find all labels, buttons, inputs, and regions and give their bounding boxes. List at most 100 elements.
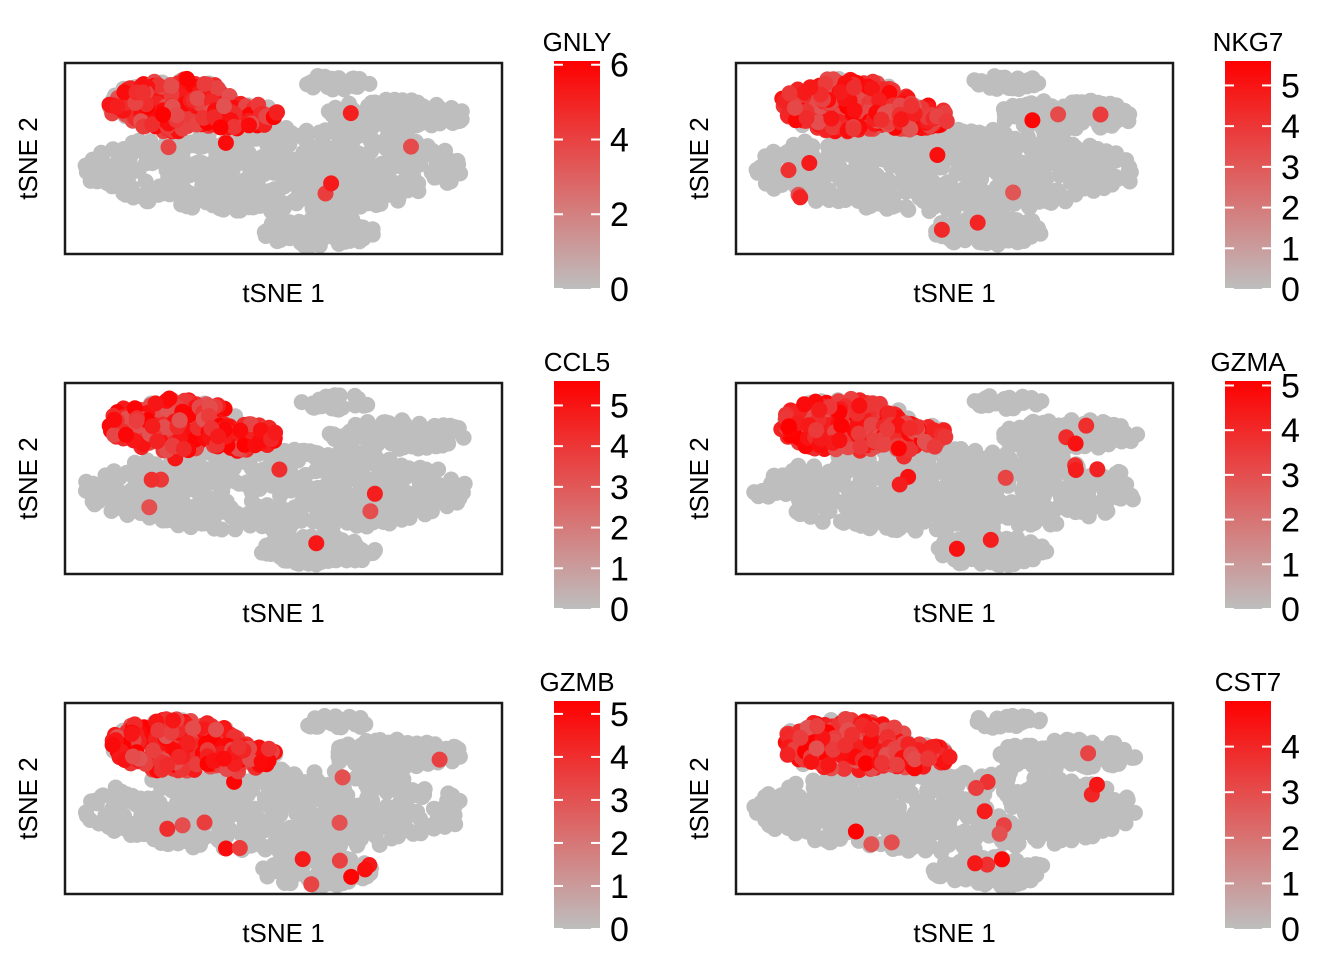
cell-point — [280, 787, 297, 804]
cell-point — [1015, 503, 1032, 519]
cell-point — [412, 469, 429, 486]
cell-point — [1067, 435, 1084, 452]
cell-point — [855, 503, 872, 520]
cell-point — [338, 455, 355, 472]
cell-point — [118, 426, 134, 443]
cell-point — [1029, 453, 1046, 470]
y-axis-label: tSNE 2 — [684, 437, 714, 519]
cell-point — [266, 515, 282, 532]
cell-point — [926, 438, 943, 455]
cell-point — [147, 395, 164, 412]
legend-tick-label: 3 — [1281, 149, 1300, 187]
cell-point — [943, 508, 959, 525]
cell-point — [1022, 538, 1039, 555]
cell-point — [356, 108, 373, 125]
cell-point — [1073, 159, 1090, 176]
legend-title: CCL5 — [544, 347, 610, 377]
cell-point — [440, 806, 456, 823]
cell-point — [989, 450, 1006, 466]
cell-point — [301, 191, 318, 208]
cell-point — [1078, 417, 1095, 434]
cell-point — [360, 425, 376, 442]
cell-point — [446, 419, 463, 436]
cell-point — [997, 469, 1014, 486]
cell-point — [1006, 531, 1023, 548]
legend-colorbar — [554, 61, 600, 289]
cell-point — [868, 487, 885, 504]
cell-point — [853, 517, 870, 534]
cell-point — [285, 510, 302, 527]
cell-point — [376, 117, 393, 134]
cell-point — [243, 179, 259, 196]
cell-point — [245, 199, 262, 216]
cell-point — [210, 428, 227, 445]
cell-point — [416, 786, 433, 803]
legend-title: NKG7 — [1213, 27, 1284, 57]
cell-point — [1016, 476, 1033, 493]
cell-point — [212, 119, 229, 136]
cell-point — [168, 107, 185, 124]
cell-point — [431, 108, 448, 125]
cell-point — [137, 173, 154, 190]
cell-point — [325, 208, 342, 225]
cell-point — [1073, 94, 1090, 111]
cell-point — [135, 84, 152, 101]
cell-point — [1100, 151, 1117, 168]
legend-tick-label: 5 — [1281, 367, 1300, 405]
cell-point — [178, 70, 195, 87]
cell-point — [431, 477, 448, 493]
cell-point — [1006, 436, 1023, 453]
cell-point — [287, 226, 304, 243]
cell-point — [226, 118, 243, 135]
legend-tick-label: 3 — [1281, 457, 1300, 495]
cell-point — [342, 434, 359, 451]
cell-point — [342, 105, 359, 122]
scatter-points — [746, 388, 1146, 573]
cell-point — [256, 166, 273, 183]
cell-point — [425, 820, 442, 837]
x-axis-label: tSNE 1 — [913, 278, 995, 308]
cell-point — [310, 479, 327, 496]
legend-tick-label: 3 — [610, 469, 629, 507]
legend-tick-label: 4 — [1281, 412, 1300, 450]
cell-point — [960, 480, 977, 497]
cell-point — [330, 235, 347, 252]
cell-point — [151, 794, 168, 811]
cell-point — [821, 192, 838, 208]
cell-point — [947, 186, 964, 203]
cell-point — [284, 768, 301, 785]
cell-point — [802, 79, 819, 96]
scatter-points — [748, 68, 1139, 253]
cell-point — [877, 146, 894, 163]
cell-point — [206, 519, 223, 536]
cell-point — [780, 162, 797, 179]
cell-point — [798, 170, 814, 187]
cell-point — [263, 128, 280, 145]
cell-point — [1005, 184, 1022, 201]
y-axis-label: tSNE 2 — [13, 117, 43, 199]
cell-point — [1037, 429, 1054, 446]
cell-point — [973, 162, 990, 179]
cell-point — [367, 453, 384, 470]
cell-point — [160, 139, 177, 156]
cell-point — [425, 422, 442, 439]
legend-title: GNLY — [543, 27, 612, 57]
cell-point — [107, 177, 124, 194]
cell-point — [956, 125, 972, 142]
cell-point — [1089, 461, 1106, 478]
cell-point — [1064, 112, 1081, 129]
cell-point — [182, 472, 199, 489]
cell-point — [901, 420, 918, 437]
cell-point — [821, 503, 838, 520]
cell-point — [339, 485, 356, 502]
cell-point — [998, 400, 1015, 417]
cell-point — [964, 455, 981, 472]
cell-point — [163, 78, 180, 94]
cell-point — [330, 128, 347, 145]
cell-point — [850, 192, 867, 209]
cell-point — [77, 157, 94, 174]
cell-point — [811, 401, 828, 418]
legend-tick-label: 2 — [610, 510, 629, 548]
